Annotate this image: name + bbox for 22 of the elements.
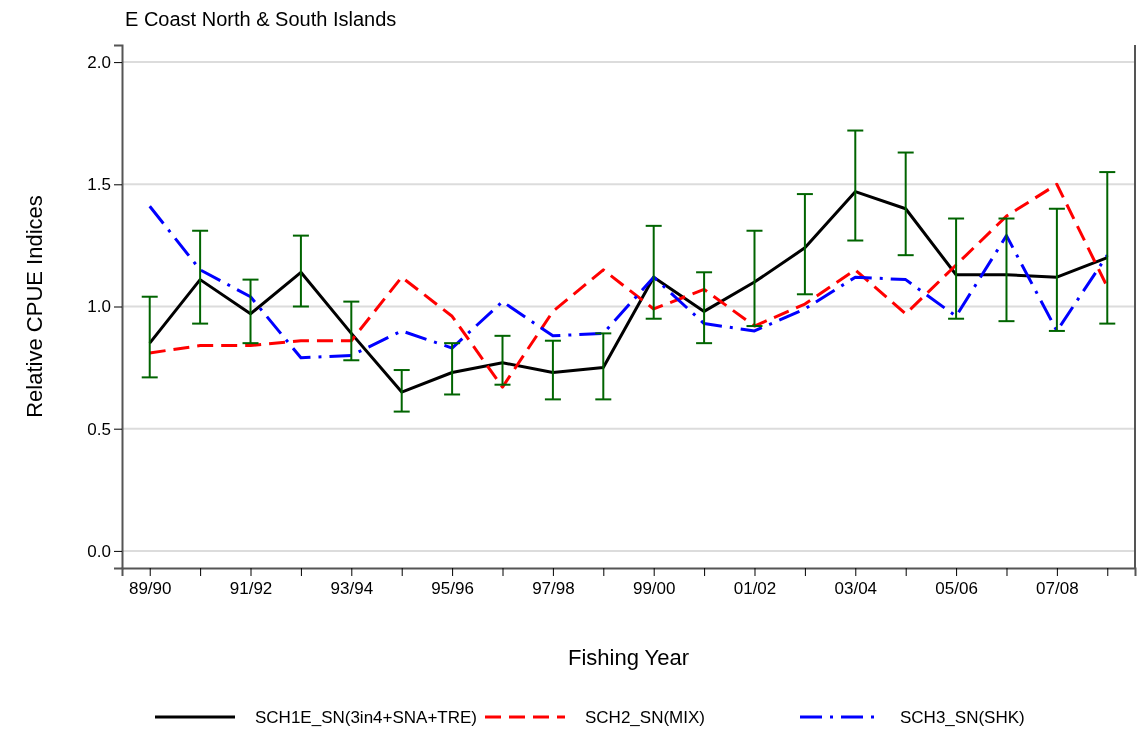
chart-title: E Coast North & South Islands	[125, 8, 397, 30]
x-tick-label: 91/92	[229, 579, 273, 599]
legend-label: SCH2_SN(MIX)	[585, 708, 705, 727]
y-axis-title: Relative CPUE Indices	[22, 195, 47, 418]
x-tick-label: 01/02	[733, 579, 777, 599]
x-tick-label: 93/94	[330, 579, 374, 599]
legend-label: SCH1E_SN(3in4+SNA+TRE)	[255, 708, 478, 727]
y-tick-label: 1.0	[87, 297, 111, 317]
y-tick-label: 2.0	[87, 53, 111, 73]
x-tick-label: 95/96	[431, 579, 474, 599]
x-tick-label: 89/90	[128, 579, 172, 599]
x-tick-label: 03/04	[834, 579, 878, 599]
y-tick-label: 0.5	[87, 419, 111, 439]
y-tick-label: 0.0	[87, 541, 111, 561]
y-tick-label: 1.5	[87, 175, 111, 195]
x-axis-title: Fishing Year	[567, 645, 690, 670]
x-tick-label: 99/00	[632, 579, 676, 599]
line-series	[148, 204, 1109, 360]
x-tick-label: 05/06	[935, 579, 978, 599]
legend-label: SCH3_SN(SHK)	[900, 708, 1025, 727]
x-tick-label: 97/98	[532, 579, 575, 599]
x-tick-label: 07/08	[1036, 579, 1079, 599]
